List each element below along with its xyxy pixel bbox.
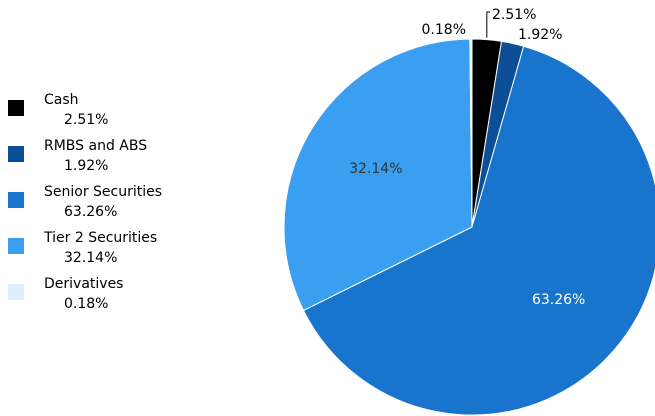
legend-percent: 2.51%	[64, 112, 109, 128]
legend-label: Cash	[44, 92, 79, 108]
legend-label: Senior Securities	[44, 184, 163, 200]
leader-line-cash	[486, 11, 490, 38]
legend-swatch-tier-2-securities	[8, 238, 24, 254]
data-label-cash: 2.51%	[492, 7, 536, 23]
pie-slice-senior-securities	[302, 45, 655, 416]
data-label-derivatives: 0.18%	[422, 22, 466, 38]
legend: Cash 2.51% RMBS and ABS 1.92% Senior Sec…	[0, 0, 250, 416]
pie-slice-derivatives	[469, 38, 473, 228]
data-label-senior-securities: 63.26%	[532, 292, 585, 308]
legend-percent: 1.92%	[64, 158, 109, 174]
legend-label: Derivatives	[44, 276, 124, 292]
legend-swatch-senior-securities	[8, 192, 24, 208]
legend-swatch-derivatives	[8, 284, 24, 300]
data-label-rmbs-and-abs: 1.92%	[518, 27, 562, 43]
pie-slice-tier-2-securities	[283, 38, 473, 312]
legend-percent: 0.18%	[64, 296, 109, 312]
legend-percent: 63.26%	[64, 204, 118, 220]
legend-swatch-rmbs-and-abs	[8, 146, 24, 162]
legend-label: RMBS and ABS	[44, 138, 148, 154]
legend-percent: 32.14%	[64, 250, 118, 266]
legend-swatch-cash	[8, 100, 24, 116]
data-label-tier-2-securities: 32.14%	[349, 161, 402, 177]
legend-label: Tier 2 Securities	[44, 230, 158, 246]
